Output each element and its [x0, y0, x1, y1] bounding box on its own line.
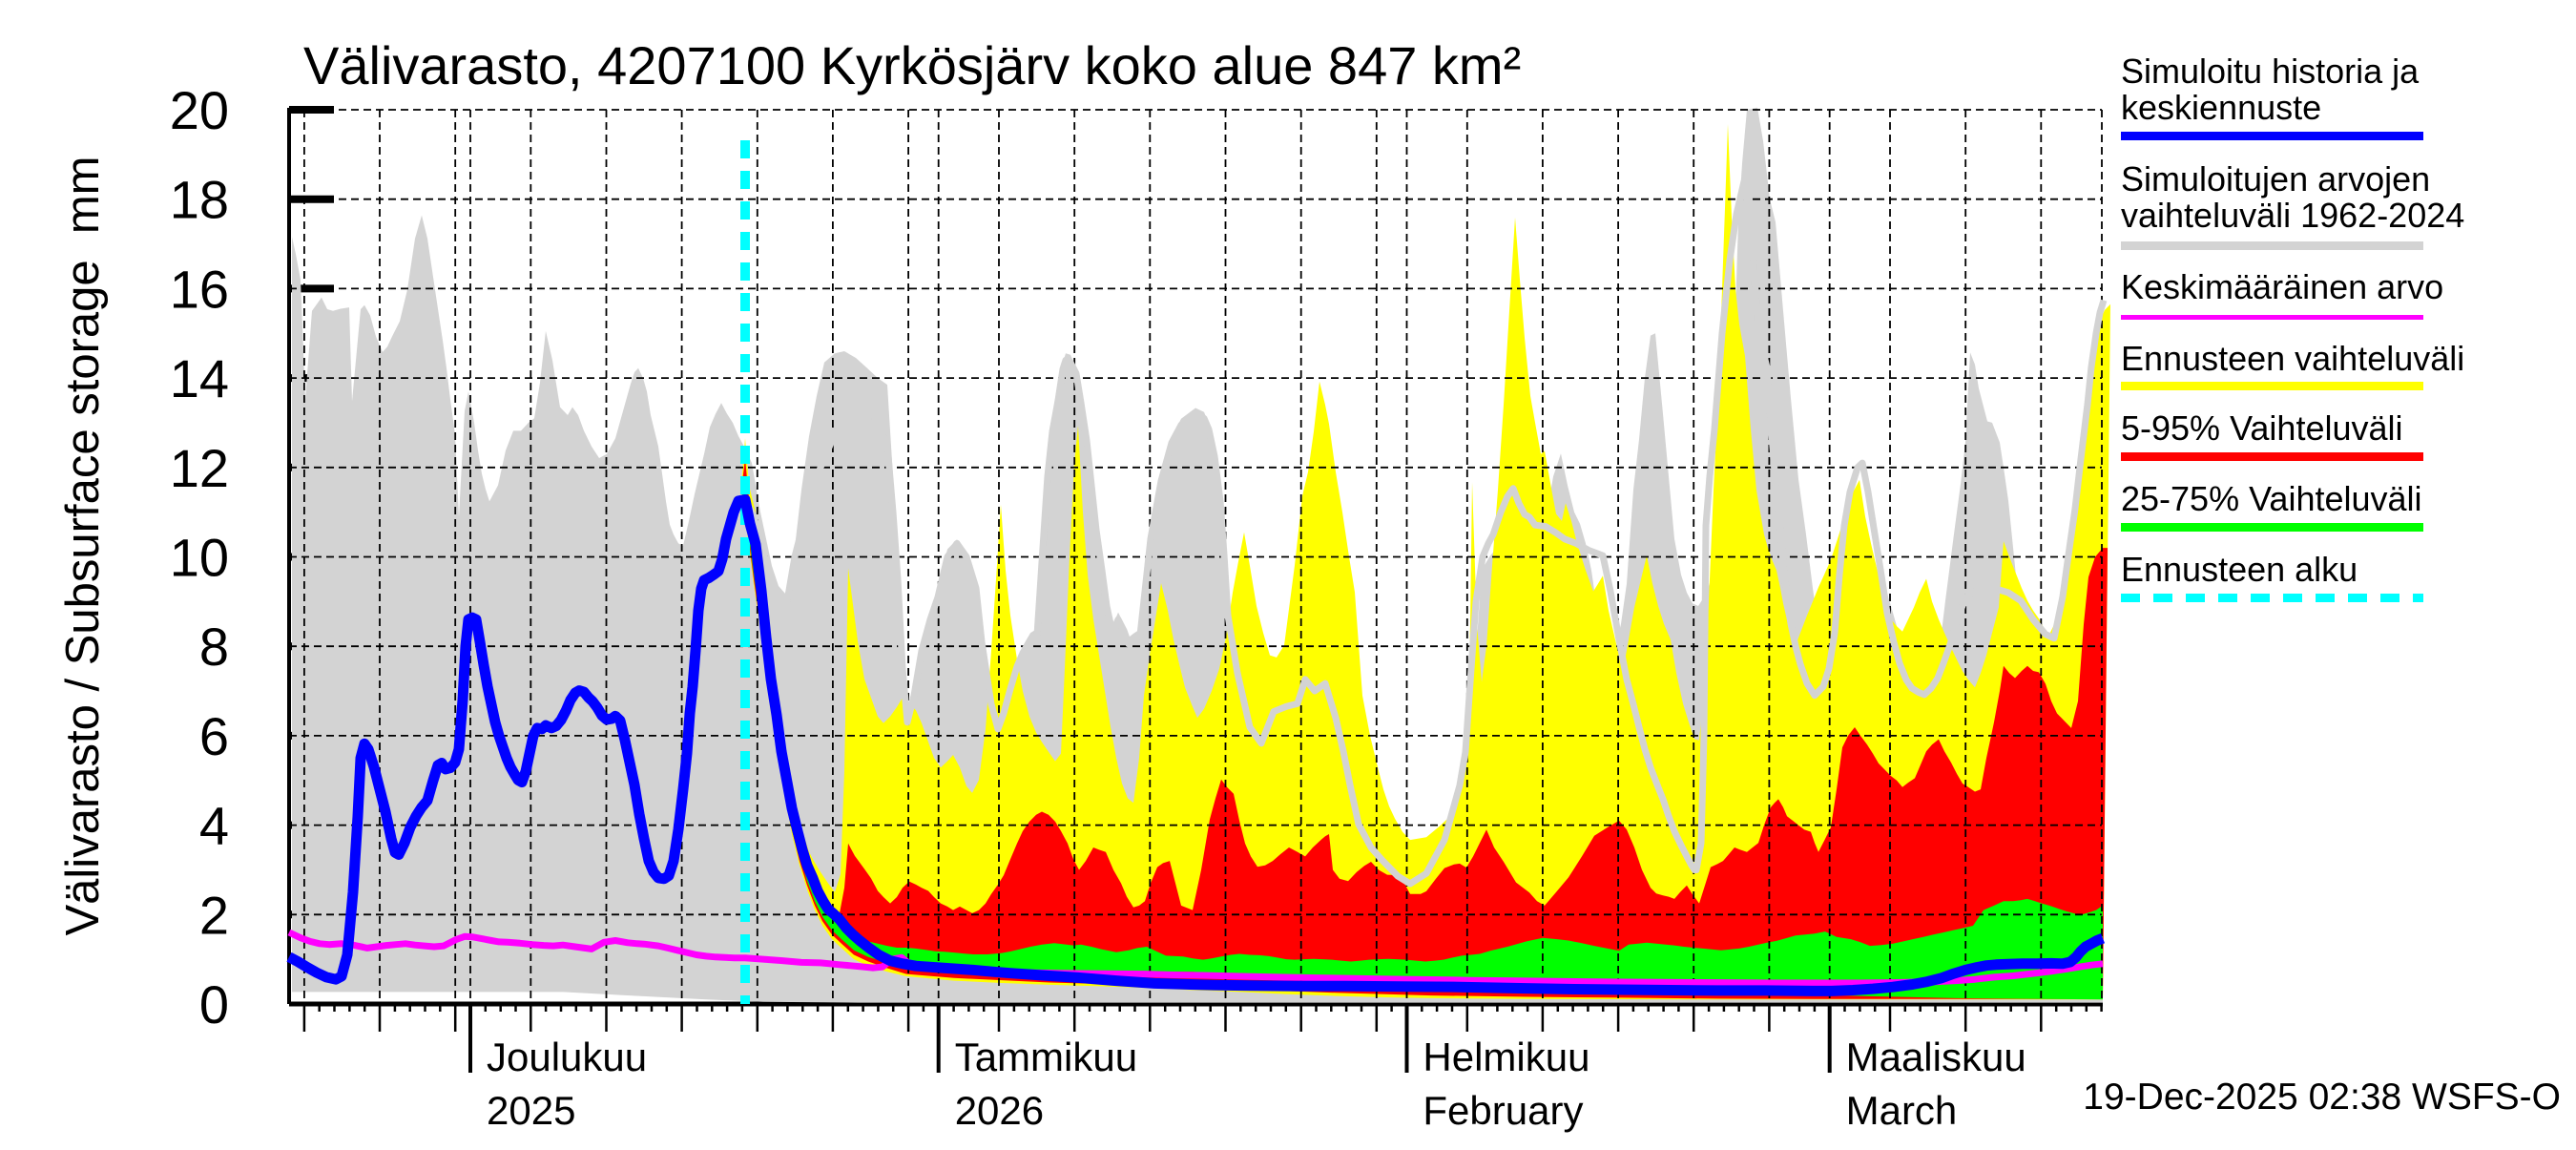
svg-text:Ennusteen alku: Ennusteen alku — [2121, 550, 2358, 589]
svg-text:Välivarasto, 4207100 Kyrkösjär: Välivarasto, 4207100 Kyrkösjärv koko alu… — [303, 35, 1521, 95]
svg-text:4: 4 — [199, 796, 229, 856]
svg-text:10: 10 — [170, 528, 229, 588]
svg-text:Ennusteen vaihteluväli: Ennusteen vaihteluväli — [2121, 339, 2464, 378]
svg-text:12: 12 — [170, 438, 229, 498]
svg-text:6: 6 — [199, 706, 229, 766]
svg-text:Keskimääräinen arvo: Keskimääräinen arvo — [2121, 267, 2443, 306]
svg-text:2026: 2026 — [955, 1088, 1044, 1133]
svg-text:8: 8 — [199, 617, 229, 677]
svg-text:Helmikuu: Helmikuu — [1423, 1035, 1589, 1079]
svg-text:Tammikuu: Tammikuu — [955, 1035, 1137, 1079]
svg-text:keskiennuste: keskiennuste — [2121, 88, 2321, 127]
svg-text:0: 0 — [199, 974, 229, 1035]
svg-text:16: 16 — [170, 259, 229, 319]
svg-text:February: February — [1423, 1088, 1583, 1133]
svg-text:20: 20 — [170, 80, 229, 140]
svg-text:Simuloitu historia ja: Simuloitu historia ja — [2121, 52, 2420, 91]
svg-text:18: 18 — [170, 170, 229, 230]
svg-text:14: 14 — [170, 348, 229, 408]
svg-text:Joulukuu: Joulukuu — [487, 1035, 647, 1079]
svg-text:25-75% Vaihteluväli: 25-75% Vaihteluväli — [2121, 479, 2422, 518]
svg-text:2025: 2025 — [487, 1088, 575, 1133]
svg-text:March: March — [1846, 1088, 1958, 1133]
svg-text:Simuloitujen arvojen: Simuloitujen arvojen — [2121, 159, 2430, 199]
svg-text:2: 2 — [199, 885, 229, 945]
svg-text:Välivarasto / Subsurface stora: Välivarasto / Subsurface storage mm — [57, 156, 109, 935]
svg-text:vaihteluväli 1962-2024: vaihteluväli 1962-2024 — [2121, 196, 2464, 235]
svg-text:5-95% Vaihteluväli: 5-95% Vaihteluväli — [2121, 408, 2403, 448]
svg-text:Maaliskuu: Maaliskuu — [1846, 1035, 2026, 1079]
svg-text:19-Dec-2025 02:38 WSFS-O: 19-Dec-2025 02:38 WSFS-O — [2083, 1077, 2561, 1118]
